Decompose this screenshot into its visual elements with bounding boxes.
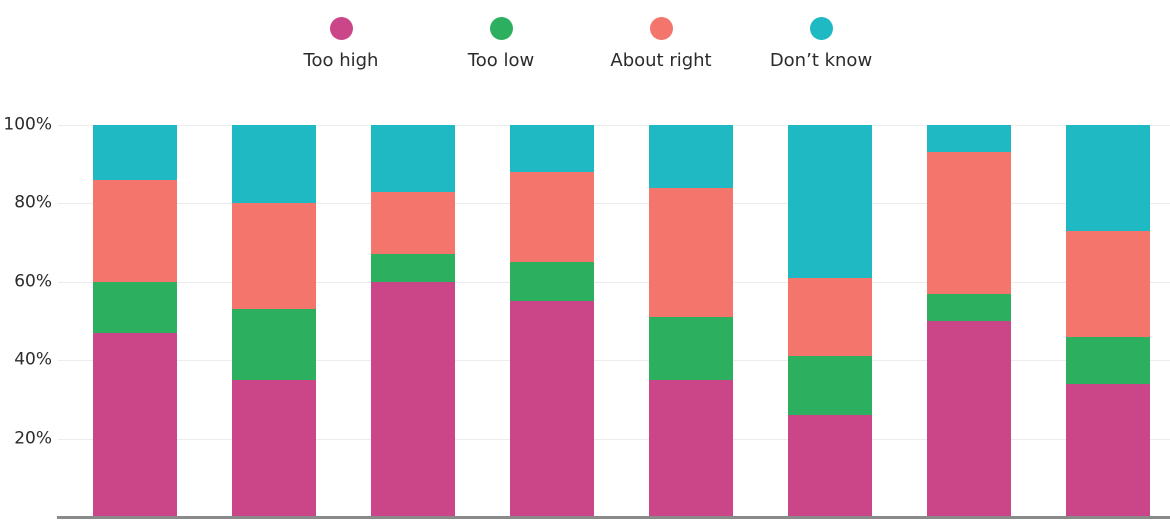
legend-label: About right bbox=[610, 50, 712, 71]
bar-segment-too-high bbox=[510, 301, 594, 517]
legend-swatch-icon bbox=[649, 17, 673, 40]
bar-segment-about-right bbox=[371, 191, 455, 255]
gridline bbox=[58, 125, 1170, 126]
legend-label: Don’t know bbox=[769, 50, 873, 71]
legend-item: Don’t know bbox=[741, 17, 901, 71]
bar-segment-about-right bbox=[649, 187, 733, 318]
y-axis-tick-label: 40% bbox=[14, 349, 52, 370]
bar-segment-about-right bbox=[93, 179, 177, 282]
bar-segment-too-low bbox=[371, 254, 455, 282]
bar-segment-about-right bbox=[788, 277, 872, 357]
bar-segment-about-right bbox=[510, 172, 594, 263]
bar-segment-too-high bbox=[649, 379, 733, 517]
bar-segment-too-high bbox=[232, 379, 316, 517]
bar-segment-too-low bbox=[927, 293, 1011, 321]
bar-segment-don-t-know bbox=[510, 125, 594, 173]
y-axis-tick-label: 20% bbox=[14, 428, 52, 449]
stacked-bar bbox=[371, 0, 455, 517]
stacked-bar bbox=[93, 0, 177, 517]
bar-segment-don-t-know bbox=[649, 125, 733, 188]
gridline bbox=[58, 281, 1170, 283]
stacked-bar bbox=[649, 0, 733, 517]
bar-segment-too-high bbox=[927, 321, 1011, 517]
stacked-bar bbox=[927, 0, 1011, 517]
legend-swatch-icon bbox=[489, 17, 513, 40]
bar-segment-don-t-know bbox=[93, 125, 177, 180]
bar-segment-about-right bbox=[232, 203, 316, 310]
y-axis-tick-label: 100% bbox=[3, 114, 52, 135]
bar-segment-too-high bbox=[93, 332, 177, 517]
bar-segment-too-low bbox=[232, 309, 316, 380]
bar-segment-too-high bbox=[371, 281, 455, 517]
gridline bbox=[58, 203, 1170, 205]
bar-segment-don-t-know bbox=[927, 125, 1011, 153]
stacked-bar bbox=[510, 0, 594, 517]
legend-item: Too high bbox=[261, 17, 421, 71]
bar-segment-don-t-know bbox=[371, 125, 455, 192]
legend-item: About right bbox=[581, 17, 741, 71]
legend-label: Too high bbox=[303, 50, 379, 71]
bar-segment-too-low bbox=[93, 281, 177, 333]
bar-segment-don-t-know bbox=[788, 125, 872, 278]
legend-swatch-icon bbox=[329, 17, 353, 40]
bar-segment-too-low bbox=[510, 262, 594, 302]
bar-segment-too-low bbox=[1066, 336, 1150, 384]
legend-swatch-icon bbox=[809, 17, 833, 40]
bar-segment-too-low bbox=[649, 317, 733, 380]
bar-segment-about-right bbox=[1066, 230, 1150, 337]
stacked-bar bbox=[1066, 0, 1150, 517]
bar-segment-too-high bbox=[788, 415, 872, 517]
gridline bbox=[58, 438, 1170, 440]
x-axis-line bbox=[57, 516, 1170, 519]
chart-legend: Too high Too low About right Don’t know bbox=[261, 17, 901, 71]
bar-segment-don-t-know bbox=[232, 125, 316, 204]
y-axis-tick-label: 80% bbox=[14, 192, 52, 213]
bar-segment-too-high bbox=[1066, 383, 1150, 517]
bar-segment-about-right bbox=[927, 152, 1011, 294]
legend-item: Too low bbox=[421, 17, 581, 71]
bar-segment-don-t-know bbox=[1066, 125, 1150, 231]
y-axis-tick-label: 60% bbox=[14, 271, 52, 292]
bar-segment-too-low bbox=[788, 356, 872, 416]
gridline bbox=[58, 360, 1170, 362]
stacked-bar bbox=[788, 0, 872, 517]
legend-label: Too low bbox=[467, 50, 535, 71]
stacked-bar bbox=[232, 0, 316, 517]
